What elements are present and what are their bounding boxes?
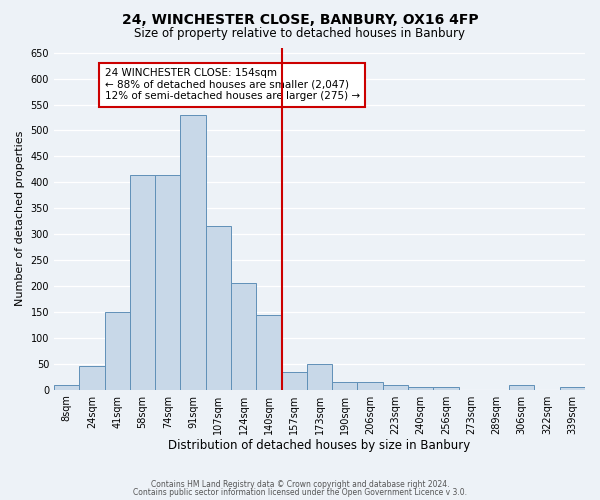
Bar	[509, 384, 535, 390]
X-axis label: Distribution of detached houses by size in Banbury: Distribution of detached houses by size …	[169, 440, 470, 452]
Bar	[358, 382, 383, 390]
Bar	[408, 387, 433, 390]
Bar	[206, 226, 231, 390]
Bar	[231, 284, 256, 390]
Bar	[104, 312, 130, 390]
Text: Size of property relative to detached houses in Banbury: Size of property relative to detached ho…	[134, 28, 466, 40]
Bar	[433, 387, 458, 390]
Bar	[54, 384, 79, 390]
Bar	[332, 382, 358, 390]
Bar	[256, 314, 281, 390]
Bar	[155, 174, 181, 390]
Bar	[130, 174, 155, 390]
Text: 24, WINCHESTER CLOSE, BANBURY, OX16 4FP: 24, WINCHESTER CLOSE, BANBURY, OX16 4FP	[122, 12, 478, 26]
Bar	[281, 372, 307, 390]
Bar	[79, 366, 104, 390]
Text: 24 WINCHESTER CLOSE: 154sqm
← 88% of detached houses are smaller (2,047)
12% of : 24 WINCHESTER CLOSE: 154sqm ← 88% of det…	[104, 68, 360, 102]
Bar	[307, 364, 332, 390]
Bar	[181, 115, 206, 390]
Bar	[560, 387, 585, 390]
Y-axis label: Number of detached properties: Number of detached properties	[15, 131, 25, 306]
Text: Contains HM Land Registry data © Crown copyright and database right 2024.: Contains HM Land Registry data © Crown c…	[151, 480, 449, 489]
Bar	[383, 384, 408, 390]
Text: Contains public sector information licensed under the Open Government Licence v : Contains public sector information licen…	[133, 488, 467, 497]
